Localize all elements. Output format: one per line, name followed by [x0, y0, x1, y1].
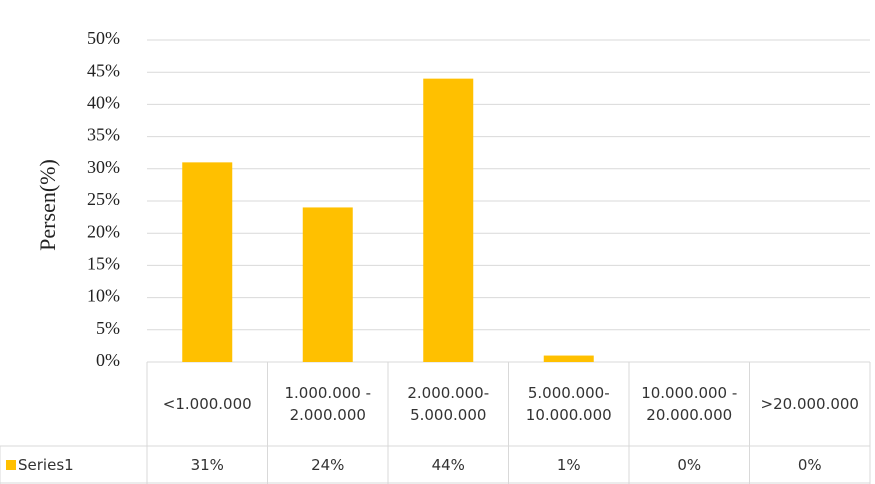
bar [182, 162, 233, 362]
data-table-value: 1% [556, 456, 581, 474]
y-tick-label: 10% [87, 286, 120, 306]
y-tick-label: 50% [87, 28, 120, 48]
data-table-value: 0% [797, 456, 822, 474]
legend-swatch [6, 460, 16, 470]
y-tick-label: 0% [96, 350, 120, 370]
y-tick-label: 15% [87, 254, 120, 274]
bar [543, 355, 594, 362]
y-axis-label: Persen(%) [35, 159, 60, 251]
y-tick-label: 30% [87, 157, 120, 177]
y-tick-label: 20% [87, 221, 120, 241]
y-tick-label: 40% [87, 93, 120, 113]
x-tick-label: 1.000.000 - 2.000.000 [284, 384, 372, 424]
x-tick-label: 2.000.000-5.000.000 [407, 384, 490, 424]
legend-label: Series1 [18, 456, 74, 474]
x-tick-label: 5.000.000-10.000.000 [525, 384, 612, 424]
y-tick-label: 35% [87, 125, 120, 145]
x-tick-label: <1.000.000 [162, 395, 252, 413]
y-tick-label: 5% [96, 318, 120, 338]
y-tick-label: 25% [87, 189, 120, 209]
bar [423, 78, 474, 362]
data-table-value: 24% [311, 456, 345, 474]
data-table-value: 31% [190, 456, 224, 474]
data-table-value: 0% [677, 456, 702, 474]
x-tick-label: 10.000.000 - 20.000.000 [641, 384, 738, 424]
x-tick-label: >20.000.000 [760, 395, 859, 413]
data-table-value: 44% [431, 456, 465, 474]
bar [302, 207, 353, 362]
y-tick-label: 45% [87, 60, 120, 80]
